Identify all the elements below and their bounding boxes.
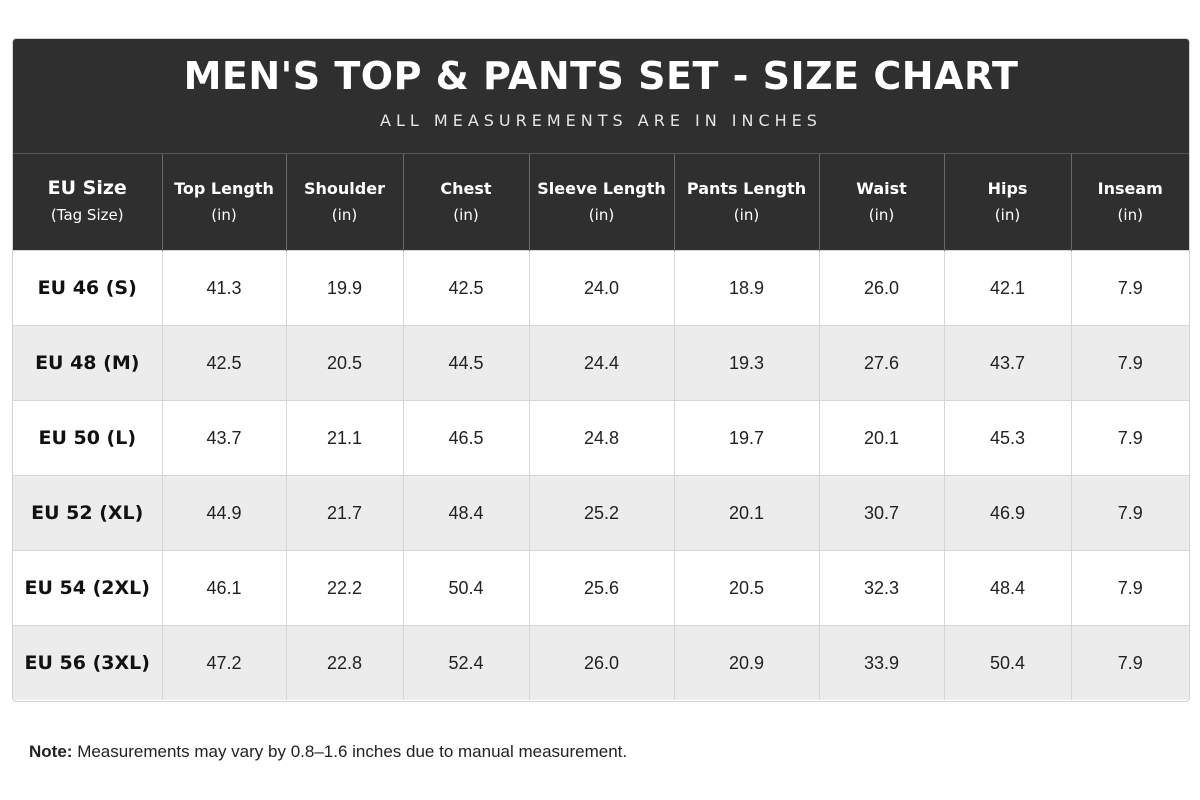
header-row: EU Size (Tag Size) Top Length (in) Shoul… xyxy=(13,154,1189,251)
size-cell: EU 46 (S) xyxy=(13,250,162,326)
column-header-sublabel: (in) xyxy=(733,206,760,224)
top-length-cell: 46.1 xyxy=(161,550,286,626)
shoulder-cell: 21.1 xyxy=(285,400,403,476)
pants-length-cell: 20.5 xyxy=(673,550,819,626)
inseam-cell: 7.9 xyxy=(1070,325,1189,401)
size-table: EU Size (Tag Size) Top Length (in) Shoul… xyxy=(13,154,1189,700)
inseam-cell: 7.9 xyxy=(1070,550,1189,626)
pants-length-cell: 20.1 xyxy=(673,475,819,551)
inseam-cell: 7.9 xyxy=(1070,250,1189,326)
column-header-label: Sleeve Length xyxy=(537,179,666,198)
column-header-pants-length: Pants Length (in) xyxy=(673,154,819,251)
column-header-label: Shoulder xyxy=(304,179,385,198)
page-title: MEN'S TOP & PANTS SET - SIZE CHART xyxy=(183,54,1019,98)
top-length-cell: 41.3 xyxy=(161,250,286,326)
hips-cell: 45.3 xyxy=(943,400,1071,476)
column-header-sleeve-length: Sleeve Length (in) xyxy=(528,154,674,251)
shoulder-cell: 22.2 xyxy=(285,550,403,626)
shoulder-cell: 20.5 xyxy=(285,325,403,401)
chest-cell: 48.4 xyxy=(402,475,529,551)
column-header-sublabel: (in) xyxy=(211,206,237,224)
size-cell: EU 48 (M) xyxy=(13,325,162,401)
column-header-waist: Waist (in) xyxy=(818,154,944,251)
size-chart: MEN'S TOP & PANTS SET - SIZE CHART ALL M… xyxy=(12,38,1190,702)
waist-cell: 27.6 xyxy=(818,325,944,401)
waist-cell: 32.3 xyxy=(818,550,944,626)
column-header-label: Chest xyxy=(440,179,492,198)
column-header-top-length: Top Length (in) xyxy=(161,154,286,251)
table-row: EU 48 (M) 42.5 20.5 44.5 24.4 19.3 27.6 … xyxy=(13,325,1189,401)
size-cell: EU 56 (3XL) xyxy=(13,625,162,700)
footnote: Note: Measurements may vary by 0.8–1.6 i… xyxy=(29,742,627,762)
column-header-label: Top Length xyxy=(174,179,274,198)
size-cell: EU 52 (XL) xyxy=(13,475,162,551)
chest-cell: 52.4 xyxy=(402,625,529,700)
sleeve-length-cell: 24.0 xyxy=(528,250,674,326)
chest-cell: 44.5 xyxy=(402,325,529,401)
top-length-cell: 44.9 xyxy=(161,475,286,551)
hips-cell: 48.4 xyxy=(943,550,1071,626)
note-text: Measurements may vary by 0.8–1.6 inches … xyxy=(77,742,628,761)
inseam-cell: 7.9 xyxy=(1070,625,1189,700)
waist-cell: 26.0 xyxy=(818,250,944,326)
column-header-label: Inseam xyxy=(1097,179,1163,198)
column-header-label: Waist xyxy=(856,179,907,198)
column-header-sublabel: (in) xyxy=(868,206,895,224)
table-body: EU 46 (S) 41.3 19.9 42.5 24.0 18.9 26.0 … xyxy=(13,250,1189,700)
inseam-cell: 7.9 xyxy=(1070,400,1189,476)
table-row: EU 50 (L) 43.7 21.1 46.5 24.8 19.7 20.1 … xyxy=(13,400,1189,476)
column-header-sublabel: (in) xyxy=(588,206,615,224)
sleeve-length-cell: 25.6 xyxy=(528,550,674,626)
size-cell: EU 50 (L) xyxy=(13,400,162,476)
column-header-hips: Hips (in) xyxy=(943,154,1071,251)
table-row: EU 46 (S) 41.3 19.9 42.5 24.0 18.9 26.0 … xyxy=(13,250,1189,326)
table-row: EU 54 (2XL) 46.1 22.2 50.4 25.6 20.5 32.… xyxy=(13,550,1189,626)
shoulder-cell: 19.9 xyxy=(285,250,403,326)
column-header-sublabel: (in) xyxy=(331,206,358,224)
shoulder-cell: 22.8 xyxy=(285,625,403,700)
waist-cell: 20.1 xyxy=(818,400,944,476)
pants-length-cell: 18.9 xyxy=(673,250,819,326)
table-row: EU 56 (3XL) 47.2 22.8 52.4 26.0 20.9 33.… xyxy=(13,625,1189,700)
column-header-label: Pants Length xyxy=(686,179,807,198)
size-cell: EU 54 (2XL) xyxy=(13,550,162,626)
hips-cell: 43.7 xyxy=(943,325,1071,401)
sleeve-length-cell: 25.2 xyxy=(528,475,674,551)
column-header-sublabel: (in) xyxy=(1117,206,1143,224)
waist-cell: 33.9 xyxy=(818,625,944,700)
pants-length-cell: 19.3 xyxy=(673,325,819,401)
top-length-cell: 43.7 xyxy=(161,400,286,476)
inseam-cell: 7.9 xyxy=(1070,475,1189,551)
sleeve-length-cell: 26.0 xyxy=(528,625,674,700)
pants-length-cell: 19.7 xyxy=(673,400,819,476)
column-header-inseam: Inseam (in) xyxy=(1070,154,1189,251)
page-subtitle: ALL MEASUREMENTS ARE IN INCHES xyxy=(380,111,822,130)
pants-length-cell: 20.9 xyxy=(673,625,819,700)
sleeve-length-cell: 24.8 xyxy=(528,400,674,476)
column-header-chest: Chest (in) xyxy=(402,154,529,251)
note-label: Note: xyxy=(29,742,73,761)
column-header-sublabel: (Tag Size) xyxy=(50,206,124,224)
chest-cell: 50.4 xyxy=(402,550,529,626)
top-length-cell: 47.2 xyxy=(161,625,286,700)
column-header-sublabel: (in) xyxy=(994,206,1021,224)
title-bar: MEN'S TOP & PANTS SET - SIZE CHART ALL M… xyxy=(13,39,1189,154)
shoulder-cell: 21.7 xyxy=(285,475,403,551)
column-header-shoulder: Shoulder (in) xyxy=(285,154,403,251)
hips-cell: 50.4 xyxy=(943,625,1071,700)
chest-cell: 42.5 xyxy=(402,250,529,326)
table-row: EU 52 (XL) 44.9 21.7 48.4 25.2 20.1 30.7… xyxy=(13,475,1189,551)
hips-cell: 46.9 xyxy=(943,475,1071,551)
column-header-eu-size: EU Size (Tag Size) xyxy=(13,154,162,251)
column-header-label: Hips xyxy=(987,179,1028,198)
waist-cell: 30.7 xyxy=(818,475,944,551)
top-length-cell: 42.5 xyxy=(161,325,286,401)
sleeve-length-cell: 24.4 xyxy=(528,325,674,401)
column-header-sublabel: (in) xyxy=(453,206,479,224)
chest-cell: 46.5 xyxy=(402,400,529,476)
column-header-label: EU Size xyxy=(47,177,127,199)
hips-cell: 42.1 xyxy=(943,250,1071,326)
